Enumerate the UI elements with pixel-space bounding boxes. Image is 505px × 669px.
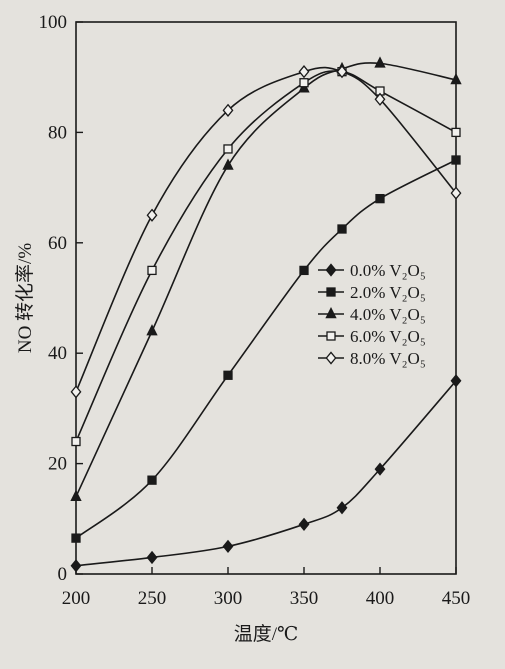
y-tick-label: 20 (48, 454, 67, 475)
data-point (70, 559, 82, 573)
data-point (374, 462, 386, 476)
y-axis-label: NO 转化率/% (14, 243, 36, 353)
data-point (450, 186, 462, 200)
data-point (374, 92, 386, 106)
series-0 (70, 374, 462, 573)
legend-marker (326, 287, 336, 297)
legend-marker (325, 351, 337, 365)
legend-item: 8.0% V₂O₅ (318, 349, 426, 368)
data-point (147, 265, 157, 276)
x-tick-label: 400 (366, 588, 395, 609)
data-point (336, 65, 348, 79)
y-tick-label: 100 (39, 12, 68, 33)
data-point (450, 374, 462, 388)
series-line (75, 62, 457, 498)
axis-ticks: 200 250 300 350 400 450 0 20 40 60 80 100 (39, 12, 471, 609)
data-point (71, 533, 81, 543)
x-tick-label: 250 (138, 588, 167, 609)
data-point (71, 436, 81, 447)
data-point (146, 324, 158, 336)
legend-label: 0.0% V₂O₅ (350, 261, 426, 280)
data-point (451, 127, 461, 138)
data-point (146, 208, 158, 222)
legend-item: 4.0% V₂O₅ (318, 305, 426, 324)
series-4 (70, 65, 462, 399)
data-point (337, 224, 347, 234)
series-1 (71, 155, 461, 543)
data-point (374, 56, 386, 68)
data-point (223, 370, 233, 380)
legend-item: 0.0% V₂O₅ (318, 261, 426, 280)
legend-marker (325, 306, 337, 319)
y-tick-label: 60 (48, 233, 67, 254)
plot-frame (75, 21, 457, 575)
plot-area (75, 21, 457, 575)
series-line (75, 380, 457, 567)
x-axis-label: 温度/℃ (234, 623, 299, 645)
data-point (70, 489, 82, 501)
legend-label: 8.0% V₂O₅ (350, 349, 426, 368)
data-point (299, 78, 309, 88)
data-point (222, 539, 234, 554)
y-tick-label: 40 (48, 343, 67, 364)
data-point (336, 501, 348, 515)
legend-marker (326, 331, 336, 341)
data-point (451, 155, 461, 165)
y-tick-label: 0 (58, 564, 68, 585)
data-point (146, 550, 158, 565)
data-point (298, 517, 310, 531)
legend-label: 2.0% V₂O₅ (350, 283, 426, 302)
data-point (298, 65, 310, 79)
legend: 0.0% V₂O₅ 2.0% V₂O₅ 4.0% V₂O₅ 6.0% V₂O₅ 8.0%… (318, 261, 426, 368)
x-tick-label: 350 (290, 588, 319, 609)
data-point (223, 144, 233, 154)
legend-label: 4.0% V₂O₅ (350, 305, 426, 324)
y-tick-label: 80 (48, 122, 67, 143)
x-tick-label: 200 (62, 588, 91, 609)
x-tick-label: 450 (442, 588, 471, 609)
x-tick-label: 300 (214, 588, 243, 609)
data-point (147, 475, 157, 485)
data-point (222, 158, 234, 170)
legend-label: 6.0% V₂O₅ (350, 327, 426, 346)
series-group (70, 56, 462, 573)
data-point (70, 385, 82, 399)
data-point (222, 103, 234, 117)
data-point (299, 265, 309, 276)
legend-marker (325, 263, 337, 277)
legend-item: 6.0% V₂O₅ (318, 327, 426, 346)
data-point (450, 72, 462, 85)
data-point (375, 193, 385, 204)
legend-item: 2.0% V₂O₅ (318, 283, 426, 302)
